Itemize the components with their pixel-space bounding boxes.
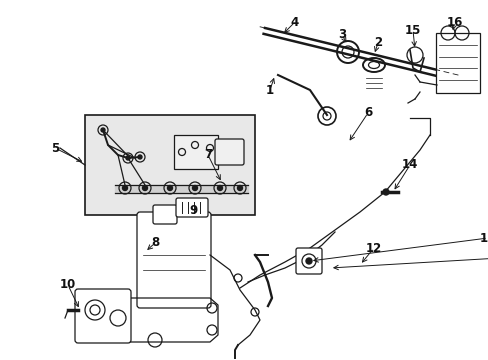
Text: 15: 15	[404, 23, 420, 36]
Circle shape	[122, 185, 127, 190]
FancyBboxPatch shape	[174, 135, 218, 169]
Circle shape	[167, 185, 172, 190]
Text: 1: 1	[265, 84, 273, 96]
Text: 6: 6	[363, 107, 371, 120]
Circle shape	[192, 185, 197, 190]
FancyBboxPatch shape	[75, 289, 131, 343]
FancyBboxPatch shape	[176, 198, 207, 217]
Circle shape	[237, 185, 242, 190]
FancyBboxPatch shape	[153, 205, 177, 224]
Text: 3: 3	[337, 28, 346, 41]
Circle shape	[138, 155, 142, 159]
Circle shape	[382, 189, 388, 195]
Circle shape	[305, 258, 311, 264]
Text: 5: 5	[51, 141, 59, 154]
Text: 7: 7	[203, 148, 212, 162]
Text: 4: 4	[290, 15, 299, 28]
Circle shape	[142, 185, 147, 190]
Text: 2: 2	[373, 36, 381, 49]
Text: 16: 16	[446, 15, 462, 28]
Circle shape	[217, 185, 222, 190]
Text: 12: 12	[365, 242, 381, 255]
FancyBboxPatch shape	[295, 248, 321, 274]
Text: 10: 10	[60, 279, 76, 292]
FancyBboxPatch shape	[435, 33, 479, 93]
FancyBboxPatch shape	[137, 212, 210, 308]
Bar	[85, 115, 254, 215]
Text: 9: 9	[188, 203, 197, 216]
Circle shape	[101, 128, 105, 132]
Text: 11: 11	[479, 231, 488, 244]
Text: 8: 8	[151, 237, 159, 249]
Text: 14: 14	[401, 158, 417, 171]
Circle shape	[126, 156, 130, 160]
FancyBboxPatch shape	[215, 139, 244, 165]
